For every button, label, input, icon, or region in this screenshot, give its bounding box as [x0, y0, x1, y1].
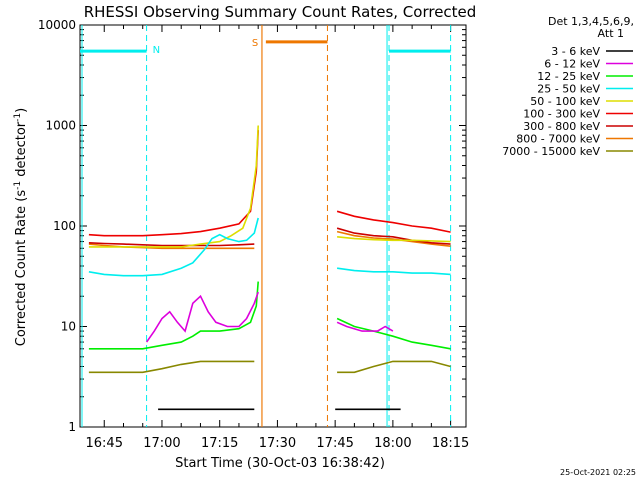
series-line-2 [145, 291, 394, 343]
night-label: N [153, 45, 160, 56]
timestamp: 25-Oct-2021 02:25 [560, 468, 636, 477]
legend-header-line2: Att 1 [598, 27, 624, 40]
y-tick-label: 1000 [45, 119, 76, 133]
saa-label: S [252, 38, 258, 49]
x-tick-label: 17:30 [259, 436, 296, 451]
legend-label-1: 3 - 6 keV [551, 45, 600, 58]
x-tick-label: 17:45 [316, 436, 353, 451]
y-axis-label-sup1: -1 [13, 181, 23, 190]
y-tick-label: 10 [61, 320, 76, 334]
y-tick-label: 100 [53, 219, 76, 233]
legend-label-2: 6 - 12 keV [544, 58, 600, 71]
series-line-5 [88, 125, 451, 248]
y-axis-label-part1: Corrected Count Rate (s [14, 190, 29, 347]
x-tick-label: 18:00 [374, 436, 411, 451]
series-line-3 [88, 281, 451, 350]
y-tick-label: 1 [68, 420, 76, 434]
series-line-7 [88, 227, 451, 247]
series-line-9 [88, 360, 451, 374]
legend-header-line1: Det 1,3,4,5,6,9, [548, 15, 634, 28]
y-axis-label-sup2: -1 [13, 113, 23, 122]
series-line-6 [88, 130, 451, 237]
legend-label-8: 800 - 7000 keV [516, 133, 600, 146]
legend-label-6: 100 - 300 keV [523, 108, 600, 121]
legend-label-4: 25 - 50 keV [537, 83, 600, 96]
legend-label-5: 50 - 100 keV [530, 95, 600, 108]
y-axis-label-part2: detector [14, 121, 29, 181]
legend-label-3: 12 - 25 keV [537, 70, 600, 83]
y-axis-label-part3: ) [14, 108, 29, 113]
series-line-4 [88, 217, 451, 277]
x-tick-label: 16:45 [86, 436, 123, 451]
legend-label-7: 300 - 800 keV [523, 120, 600, 133]
x-tick-label: 18:15 [432, 436, 469, 451]
plot-area: 1 10 100 1000 10000 16:45 17:00 17:15 17:30 17:45… [38, 18, 470, 451]
x-tick-label: 17:15 [201, 436, 238, 451]
legend-label-9: 7000 - 15000 keV [502, 145, 600, 158]
x-axis-label: Start Time (30-Oct-03 16:38:42) [175, 456, 385, 471]
y-tick-label: 10000 [38, 18, 76, 32]
y-axis-label: Corrected Count Rate (s-1 detector-1) [13, 108, 29, 346]
x-tick-label: 17:00 [143, 436, 180, 451]
chart-title: RHESSI Observing Summary Count Rates, Co… [84, 3, 477, 21]
